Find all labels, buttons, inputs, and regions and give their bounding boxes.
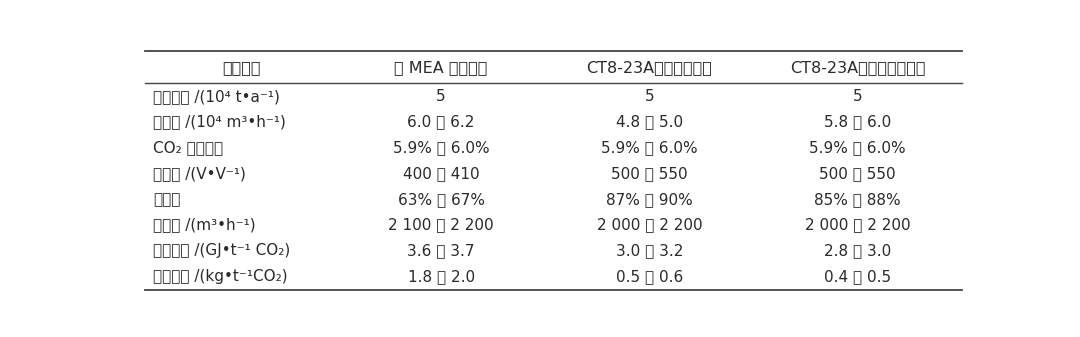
Text: 5.8 ～ 6.0: 5.8 ～ 6.0 [824,115,891,130]
Text: 2 000 ～ 2 200: 2 000 ～ 2 200 [596,218,702,233]
Text: 87% ～ 90%: 87% ～ 90% [606,192,693,207]
Text: CT8-23A（超重力再生）: CT8-23A（超重力再生） [791,60,926,75]
Text: 1.8 ～ 2.0: 1.8 ～ 2.0 [407,269,475,284]
Text: 2 100 ～ 2 200: 2 100 ～ 2 200 [389,218,494,233]
Text: CT8-23A（常规流程）: CT8-23A（常规流程） [586,60,713,75]
Text: 63% ～ 67%: 63% ～ 67% [397,192,485,207]
Text: 3.0 ～ 3.2: 3.0 ～ 3.2 [616,243,684,258]
Text: 85% ～ 88%: 85% ～ 88% [814,192,901,207]
Text: 6.0 ～ 6.2: 6.0 ～ 6.2 [407,115,475,130]
Text: 药剂消耗 /(kg•t⁻¹CO₂): 药剂消耗 /(kg•t⁻¹CO₂) [153,269,288,284]
Text: 500 ～ 550: 500 ～ 550 [611,166,688,181]
Text: 气液比 /(V•V⁻¹): 气液比 /(V•V⁻¹) [153,166,246,181]
Text: 2.8 ～ 3.0: 2.8 ～ 3.0 [824,243,891,258]
Text: 烟气量 /(10⁴ m³•h⁻¹): 烟气量 /(10⁴ m³•h⁻¹) [153,115,286,130]
Text: 5.9% ～ 6.0%: 5.9% ～ 6.0% [810,141,906,155]
Text: 5.9% ～ 6.0%: 5.9% ～ 6.0% [393,141,489,155]
Text: 2 000 ～ 2 200: 2 000 ～ 2 200 [805,218,910,233]
Text: 4.8 ～ 5.0: 4.8 ～ 5.0 [616,115,683,130]
Text: 0.5 ～ 0.6: 0.5 ～ 0.6 [616,269,684,284]
Text: 400 ～ 410: 400 ～ 410 [403,166,480,181]
Text: CO₂ 体积浓度: CO₂ 体积浓度 [153,141,224,155]
Text: 装置规模 /(10⁴ t•a⁻¹): 装置规模 /(10⁴ t•a⁻¹) [153,89,281,104]
Text: 产气量 /(m³•h⁻¹): 产气量 /(m³•h⁻¹) [153,218,256,233]
Text: 再生能耗 /(GJ•t⁻¹ CO₂): 再生能耗 /(GJ•t⁻¹ CO₂) [153,243,291,258]
Text: 捕集率: 捕集率 [153,192,180,207]
Text: 5.9% ～ 6.0%: 5.9% ～ 6.0% [602,141,698,155]
Text: 工艺名称: 工艺名称 [221,60,260,75]
Text: 原 MEA 配方溶剂: 原 MEA 配方溶剂 [394,60,488,75]
Text: 3.6 ～ 3.7: 3.6 ～ 3.7 [407,243,475,258]
Text: 500 ～ 550: 500 ～ 550 [820,166,896,181]
Text: 0.4 ～ 0.5: 0.4 ～ 0.5 [824,269,891,284]
Text: 5: 5 [436,89,446,104]
Text: 5: 5 [853,89,863,104]
Text: 5: 5 [645,89,654,104]
